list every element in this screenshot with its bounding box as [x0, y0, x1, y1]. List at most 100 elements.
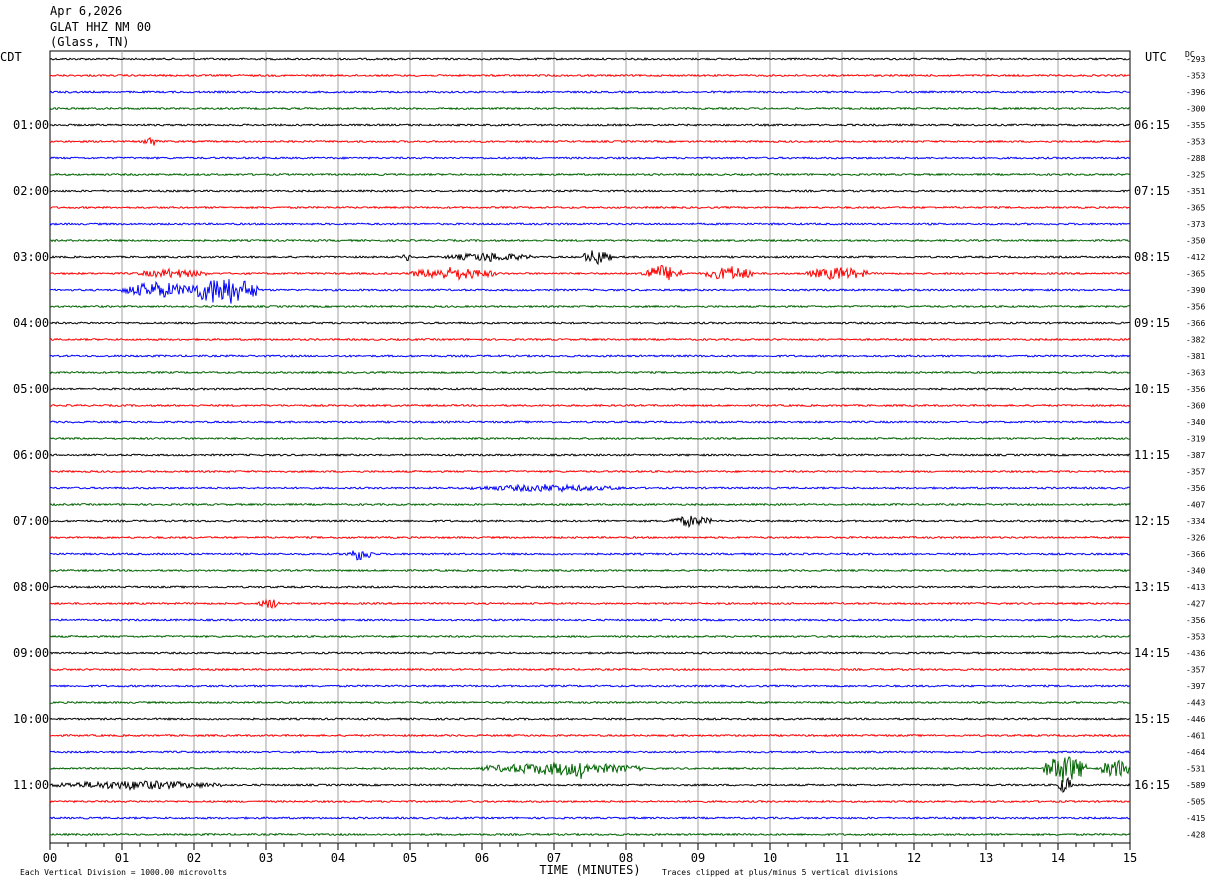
cdt-hour-label: 08:00: [13, 580, 49, 594]
plot-frame: [49, 50, 1131, 844]
utc-hour-label: 09:15: [1134, 316, 1170, 330]
dc-offset-label: -340: [1186, 567, 1205, 576]
seismic-trace: [49, 156, 1131, 160]
seismic-trace: [49, 535, 1131, 540]
seismic-trace: [49, 337, 1131, 342]
cdt-hour-label: 02:00: [13, 184, 49, 198]
seismic-trace: [49, 667, 1131, 672]
dc-offset-label: -415: [1186, 814, 1205, 823]
seismic-trace: [49, 106, 1131, 111]
dc-offset-label: -355: [1186, 121, 1205, 130]
utc-hour-label: 13:15: [1134, 580, 1170, 594]
seismic-trace: [49, 205, 1131, 210]
dc-offset-label: -407: [1186, 501, 1205, 510]
dc-offset-label: -326: [1186, 534, 1205, 543]
seismic-trace: [49, 717, 1131, 721]
seismic-trace: [49, 799, 1131, 804]
dc-offset-label: -366: [1186, 319, 1205, 328]
x-tick-label: 10: [763, 851, 777, 865]
dc-offset-label: -356: [1186, 616, 1205, 625]
seismic-trace: [49, 57, 1131, 61]
dc-offset-label: -357: [1186, 666, 1205, 675]
seismic-trace: [49, 832, 1131, 837]
seismic-trace: [49, 700, 1131, 705]
dc-offset-label: -360: [1186, 402, 1205, 411]
dc-offset-label: -428: [1186, 831, 1205, 840]
x-tick-label: 13: [979, 851, 993, 865]
seismic-trace: [49, 502, 1131, 507]
x-tick-label: 06: [475, 851, 489, 865]
dc-offset-label: -427: [1186, 600, 1205, 609]
cdt-hour-label: 09:00: [13, 646, 49, 660]
x-tick-label: 12: [907, 851, 921, 865]
seismic-trace: [49, 238, 1131, 243]
x-axis-title: TIME (MINUTES): [539, 863, 640, 877]
seismic-trace: [49, 469, 1131, 474]
seismic-trace: [49, 172, 1131, 177]
dc-offset-label: -356: [1186, 484, 1205, 493]
dc-offset-label: -356: [1186, 303, 1205, 312]
seismic-trace: [49, 90, 1131, 94]
x-tick-label: 09: [691, 851, 705, 865]
cdt-hour-label: 03:00: [13, 250, 49, 264]
dc-offset-label: -461: [1186, 732, 1205, 741]
seismic-trace: [49, 598, 1131, 609]
dc-offset-label: -505: [1186, 798, 1205, 807]
seismic-trace: [50, 250, 1131, 266]
dc-offset-label: -353: [1186, 138, 1205, 147]
cdt-hour-label: 10:00: [13, 712, 49, 726]
x-tick-label: 04: [331, 851, 345, 865]
seismic-trace: [49, 370, 1131, 375]
seismic-trace: [49, 776, 1131, 793]
utc-hour-label: 16:15: [1134, 778, 1170, 792]
seismic-trace: [49, 618, 1131, 622]
seismic-trace: [49, 222, 1131, 226]
dc-offset-label: -531: [1186, 765, 1205, 774]
dc-label: DC: [1185, 50, 1195, 59]
seismic-trace: [49, 453, 1131, 457]
x-tick-label: 11: [835, 851, 849, 865]
seismic-trace: [49, 387, 1131, 391]
utc-hour-label: 15:15: [1134, 712, 1170, 726]
dc-offset-label: -365: [1186, 204, 1205, 213]
seismic-trace: [49, 750, 1130, 754]
seismic-trace: [49, 73, 1131, 78]
utc-hour-label: 10:15: [1134, 382, 1170, 396]
utc-hour-label: 14:15: [1134, 646, 1170, 660]
utc-hour-label: 12:15: [1134, 514, 1170, 528]
dc-offset-label: -589: [1186, 781, 1205, 790]
seismic-trace: [49, 550, 1130, 561]
dc-offset-label: -387: [1186, 451, 1205, 460]
seismic-trace: [49, 585, 1131, 589]
seismic-trace: [49, 304, 1131, 309]
dc-offset-label: -325: [1186, 171, 1205, 180]
dc-offset-label: -300: [1186, 105, 1205, 114]
seismic-trace: [49, 651, 1131, 655]
x-tick-label: 07: [547, 851, 561, 865]
seismic-trace: [49, 634, 1131, 639]
dc-offset-label: -382: [1186, 336, 1205, 345]
seismic-trace: [49, 279, 1131, 304]
station-location: (Glass, TN): [50, 35, 130, 49]
x-tick-label: 15: [1123, 851, 1137, 865]
dc-offset-label: -446: [1186, 715, 1205, 724]
x-tick-label: 01: [115, 851, 129, 865]
dc-offset-label: -357: [1186, 468, 1205, 477]
x-tick-label: 14: [1051, 851, 1065, 865]
dc-offset-label: -319: [1186, 435, 1205, 444]
station-code: GLAT HHZ NM 00: [50, 20, 152, 34]
seismic-trace: [49, 733, 1131, 738]
dc-offset-label: -373: [1186, 220, 1205, 229]
dc-offset-label: -293: [1186, 55, 1205, 64]
seismic-trace: [49, 321, 1131, 325]
dc-offset-label: -356: [1186, 385, 1205, 394]
seismic-trace: [49, 816, 1131, 820]
dc-offset-label: -353: [1186, 72, 1205, 81]
dc-offset-label: -413: [1186, 583, 1205, 592]
seismic-trace: [49, 189, 1130, 193]
seismic-trace: [50, 515, 1131, 529]
dc-offset-label: -340: [1186, 418, 1205, 427]
dc-offset-label: -365: [1186, 270, 1205, 279]
utc-hour-label: 08:15: [1134, 250, 1170, 264]
